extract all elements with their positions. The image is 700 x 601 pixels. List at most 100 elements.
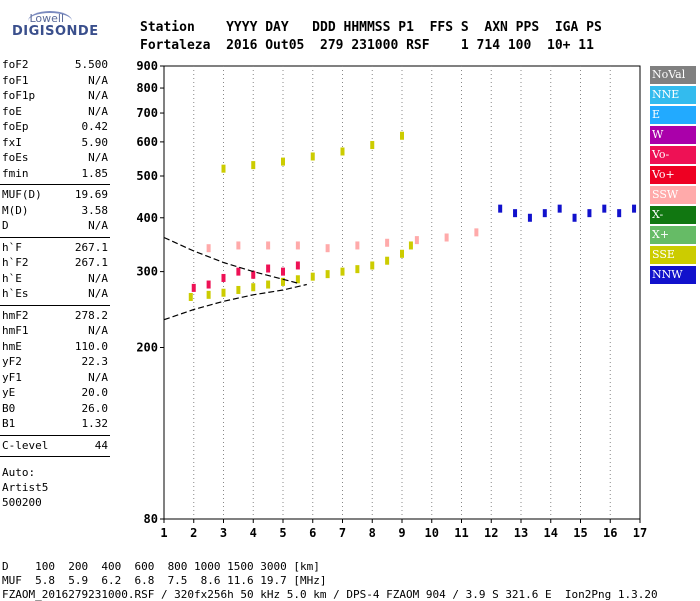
digisonde-logo: Lowell DIGISONDE: [8, 8, 128, 44]
x-tick-label: 9: [398, 526, 405, 540]
data-point: [340, 147, 345, 156]
param-key: foE: [2, 104, 22, 118]
x-tick-label: 2: [190, 526, 197, 540]
data-point: [206, 244, 211, 253]
data-point: [557, 204, 562, 213]
x-tick-label: 12: [484, 526, 498, 540]
param-value: 20.0: [81, 386, 109, 399]
param-value: 3.58: [81, 203, 109, 217]
param-separator: [0, 456, 110, 457]
y-tick-label: 700: [136, 106, 158, 120]
data-point: [513, 209, 518, 218]
data-point: [221, 164, 226, 173]
param-value: 26.0: [81, 401, 109, 415]
param-value: N/A: [88, 287, 108, 300]
param-row: h`F 267.1: [2, 241, 108, 256]
param-separator: [0, 184, 110, 185]
param-value: N/A: [88, 89, 108, 102]
logo-line1: Lowell: [29, 12, 64, 25]
data-point: [355, 265, 360, 274]
data-point: [221, 273, 226, 282]
param-value: 278.2: [74, 308, 108, 322]
param-row: foF2 5.500: [2, 58, 108, 73]
param-value: N/A: [88, 151, 108, 164]
param-key: foEp: [2, 120, 29, 133]
data-point: [281, 277, 285, 286]
data-point: [281, 157, 285, 166]
param-row: fxI 5.90: [2, 136, 108, 151]
param-key: yF2: [2, 355, 22, 368]
param-row: D N/A: [2, 219, 108, 234]
param-row: MUF(D) 19.69: [2, 188, 108, 203]
x-tick-label: 16: [603, 526, 617, 540]
x-tick-label: 11: [454, 526, 468, 540]
param-value: 5.500: [74, 58, 108, 71]
param-key: h`F2: [2, 256, 29, 269]
mode-note: Auto:: [2, 466, 36, 479]
data-point: [385, 238, 390, 247]
param-value: N/A: [88, 219, 108, 232]
data-point: [444, 233, 449, 242]
data-point: [400, 131, 404, 140]
param-value: 110.0: [74, 339, 108, 353]
header-labels: Station YYYY DAY DDD HHMMSS P1 FFS S AXN…: [140, 20, 602, 35]
data-point: [632, 204, 637, 213]
legend-item: X-: [650, 206, 696, 224]
data-point: [266, 241, 271, 250]
data-point: [295, 275, 300, 284]
data-point: [188, 292, 193, 301]
data-point: [266, 264, 271, 273]
distance-line: D 100 200 400 600 800 1000 1500 3000 [km…: [2, 560, 320, 573]
data-point: [572, 213, 577, 222]
x-tick-label: 13: [514, 526, 528, 540]
y-tick-label: 80: [144, 512, 158, 526]
legend-item: E: [650, 106, 696, 124]
data-point: [251, 283, 256, 292]
data-point: [617, 209, 622, 218]
param-value: N/A: [88, 104, 108, 118]
x-tick-label: 3: [220, 526, 227, 540]
muf-line: MUF 5.8 5.9 6.2 6.8 7.5 8.6 11.6 19.7 [M…: [2, 574, 327, 587]
param-row: yF1 N/A: [2, 371, 108, 386]
x-tick-label: 6: [309, 526, 316, 540]
data-point: [295, 241, 300, 250]
data-point: [310, 272, 315, 281]
y-tick-label: 600: [136, 135, 158, 149]
param-row: hmF2 278.2: [2, 309, 108, 324]
x-tick-label: 5: [279, 526, 286, 540]
param-key: hmE: [2, 339, 22, 353]
legend-item: Vo+: [650, 166, 696, 184]
param-key: hmF1: [2, 324, 29, 337]
x-tick-label: 7: [339, 526, 346, 540]
param-value: N/A: [88, 370, 108, 384]
y-tick-label: 500: [136, 169, 158, 183]
param-value: 22.3: [81, 355, 109, 368]
logo-line2: DIGISONDE: [12, 24, 99, 39]
data-point: [191, 283, 196, 292]
data-point: [340, 267, 345, 276]
data-point: [266, 280, 271, 289]
param-value: N/A: [88, 324, 108, 337]
logo-arc: [28, 11, 72, 31]
data-point: [355, 241, 360, 250]
data-point: [251, 161, 256, 170]
legend-item: X+: [650, 226, 696, 244]
data-point: [527, 213, 532, 222]
param-key: yF1: [2, 370, 22, 384]
y-tick-label: 400: [136, 211, 158, 225]
param-row: yE 20.0: [2, 386, 108, 401]
data-point: [281, 267, 285, 276]
data-point: [325, 270, 330, 279]
param-value: N/A: [88, 271, 108, 285]
param-row: B1 1.32: [2, 417, 108, 432]
param-key: foF1p: [2, 89, 36, 102]
param-value: 267.1: [74, 240, 108, 254]
param-key: B0: [2, 401, 16, 415]
legend-item: W: [650, 126, 696, 144]
y-tick-label: 800: [136, 81, 158, 95]
param-key: foEs: [2, 151, 29, 164]
param-value: 1.85: [81, 166, 109, 180]
param-row: foEs N/A: [2, 151, 108, 166]
data-point: [206, 280, 211, 289]
